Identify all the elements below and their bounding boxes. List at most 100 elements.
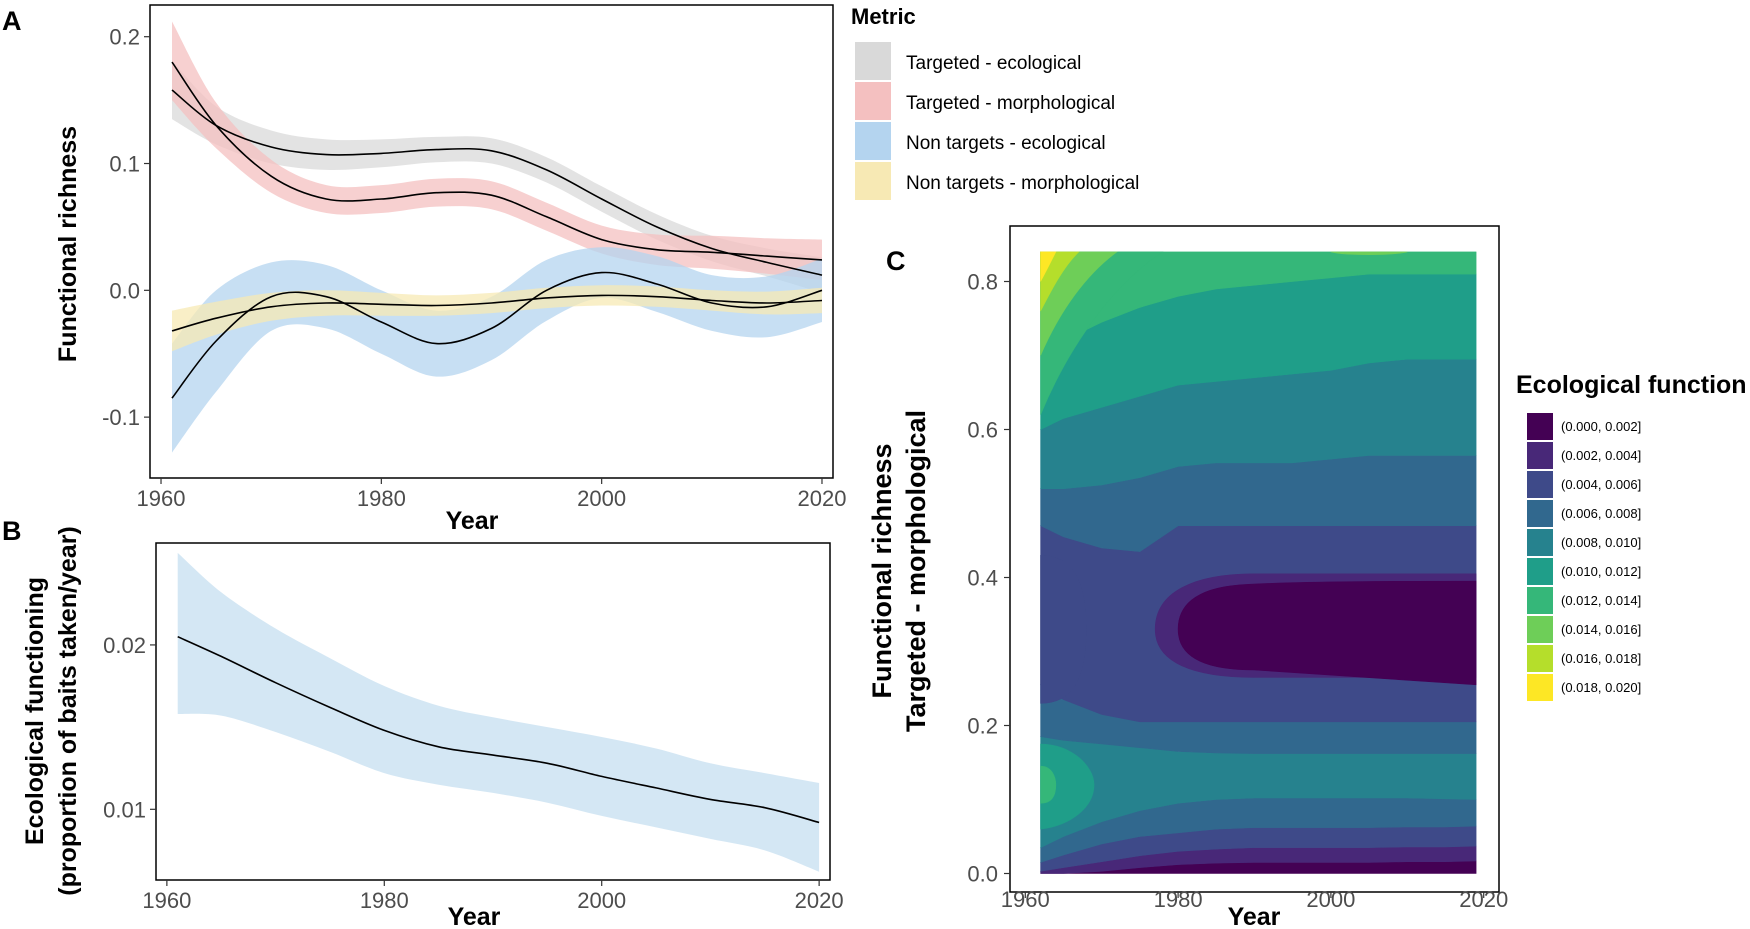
legend-c-label: (0.018, 0.020] — [1561, 680, 1641, 695]
y-tick-label: 0.01 — [103, 797, 146, 822]
panel-a-plot-area — [171, 21, 823, 453]
legend-c-label: (0.008, 0.010] — [1561, 535, 1641, 550]
legend-c-label: (0.006, 0.008] — [1561, 506, 1641, 521]
x-tick-label: 2000 — [577, 888, 626, 913]
x-tick-label: 2020 — [795, 888, 844, 913]
band-ecological-functioning — [177, 552, 820, 872]
panel-b-x-title: Year — [448, 903, 501, 929]
y-tick-label: 0.6 — [967, 418, 998, 443]
panel-a-ticks: 1960 1980 2000 2020 -0.1 0.0 0.1 0.2 — [102, 25, 846, 511]
panel-a-y-title: Functional richness — [54, 126, 82, 362]
contour-top-left-4 — [1040, 251, 1057, 282]
panel-label-a: A — [2, 6, 22, 36]
panel-c-x-title: Year — [1228, 903, 1281, 929]
y-tick-label: 0.0 — [109, 278, 140, 303]
legend-c-label: (0.016, 0.018] — [1561, 651, 1641, 666]
legend-c-key — [1527, 442, 1553, 469]
contour-low-left-bump-inner — [1040, 765, 1057, 804]
y-tick-label: 0.8 — [967, 270, 998, 295]
legend-c-key — [1527, 471, 1553, 498]
band-targeted-morphological — [172, 21, 822, 281]
y-tick-label: 0.2 — [109, 25, 140, 50]
legend-a-title: Metric — [851, 4, 916, 29]
x-tick-label: 1960 — [1001, 887, 1050, 912]
panel-b-bands — [177, 552, 820, 872]
panel-c-y-title-line2: Targeted - morphological — [901, 410, 931, 732]
legend-a: Targeted - ecological Targeted - morpholo… — [855, 42, 1139, 200]
panel-b-y-title-line2: (proportion of baits taken/year) — [54, 526, 82, 895]
line-ecological-functioning — [177, 635, 820, 824]
legend-c-label: (0.010, 0.012] — [1561, 564, 1641, 579]
panel-b: 1960 1980 2000 2020 0.01 0.02 Year Ecological… — [21, 526, 844, 929]
legend-c-label: (0.002, 0.004] — [1561, 448, 1641, 463]
panel-label-c: C — [886, 246, 906, 276]
legend-c-key — [1527, 616, 1553, 643]
legend-a-key-non-targets-ecological — [855, 122, 891, 160]
panel-c-ticks: 1960 1980 2000 2020 0.0 0.2 0.4 0.6 0.8 — [967, 270, 1508, 913]
y-tick-label: 0.1 — [109, 152, 140, 177]
legend-c-key — [1527, 645, 1553, 672]
x-tick-label: 1980 — [357, 486, 406, 511]
panel-b-y-title-line1: Ecological functioning — [21, 577, 49, 845]
contour-level-7-high — [1040, 251, 1477, 357]
band-non-targets-morphological — [172, 285, 822, 352]
y-tick-label: 0.4 — [967, 566, 998, 591]
panel-b-frame — [155, 542, 831, 881]
y-tick-label: 0.0 — [967, 862, 998, 887]
panel-c-y-title-line1: Functional richness — [867, 443, 897, 698]
y-tick-label: 0.2 — [967, 714, 998, 739]
panel-c-contours — [1040, 251, 1477, 874]
x-tick-label: 1980 — [1154, 887, 1203, 912]
legend-a-key-non-targets-morphological — [855, 162, 891, 200]
legend-a-label-targeted-morphological: Targeted - morphological — [906, 93, 1115, 114]
contour-top-left-2 — [1040, 251, 1118, 356]
legend-c-label: (0.004, 0.006] — [1561, 477, 1641, 492]
panel-a-lines — [171, 61, 823, 399]
contour-core-darkest — [1177, 580, 1477, 686]
panel-b-lines — [177, 635, 820, 824]
panel-a-frame — [149, 4, 834, 479]
panel-a-x-title: Year — [446, 507, 499, 535]
legend-a-key-targeted-morphological — [855, 82, 891, 120]
legend-a-label-targeted-ecological: Targeted - ecological — [906, 53, 1081, 74]
x-tick-label: 2000 — [1306, 887, 1355, 912]
line-non-targets-morphological — [171, 294, 823, 332]
x-tick-label: 2020 — [1459, 887, 1508, 912]
panel-label-b: B — [2, 516, 22, 546]
y-tick-label: -0.1 — [102, 405, 140, 430]
x-tick-label: 1960 — [137, 486, 186, 511]
legend-c-key — [1527, 413, 1553, 440]
x-tick-label: 2020 — [798, 486, 847, 511]
panel-c-plot-area — [1040, 251, 1477, 874]
line-targeted-morphological — [171, 61, 823, 261]
legend-c: (0.000, 0.002] (0.002, 0.004] (0.004, 0.00… — [1527, 413, 1641, 701]
contour-mid-left-dark — [1040, 554, 1087, 704]
legend-c-label: (0.000, 0.002] — [1561, 419, 1641, 434]
legend-a-key-targeted-ecological — [855, 42, 891, 80]
legend-a-label-non-targets-ecological: Non targets - ecological — [906, 133, 1106, 154]
y-tick-label: 0.02 — [103, 633, 146, 658]
panel-c: 1960 1980 2000 2020 0.0 0.2 0.4 0.6 0.8 Year Fun… — [867, 225, 1747, 929]
panel-c-frame — [1009, 225, 1500, 893]
contour-low-left-bump — [1040, 743, 1095, 830]
x-tick-label: 1960 — [142, 888, 191, 913]
panel-b-ticks: 1960 1980 2000 2020 0.01 0.02 — [103, 633, 843, 913]
contour-top-mid-light — [1330, 251, 1408, 255]
panel-b-plot-area — [177, 552, 820, 872]
legend-c-key — [1527, 587, 1553, 614]
legend-c-label: (0.012, 0.014] — [1561, 593, 1641, 608]
legend-c-key — [1527, 500, 1553, 527]
legend-c-title: Ecological function — [1516, 371, 1747, 399]
x-tick-label: 2000 — [577, 486, 626, 511]
x-tick-label: 1980 — [360, 888, 409, 913]
legend-c-label: (0.014, 0.016] — [1561, 622, 1641, 637]
contour-top-left-3 — [1040, 251, 1080, 312]
legend-c-key — [1527, 674, 1553, 701]
legend-c-key — [1527, 529, 1553, 556]
band-non-targets-ecological — [172, 247, 822, 453]
line-targeted-ecological — [171, 89, 823, 276]
line-non-targets-ecological — [171, 271, 823, 399]
panel-a: 1960 1980 2000 2020 -0.1 0.0 0.1 0.2 Year Funct… — [54, 4, 1139, 535]
legend-c-key — [1527, 558, 1553, 585]
